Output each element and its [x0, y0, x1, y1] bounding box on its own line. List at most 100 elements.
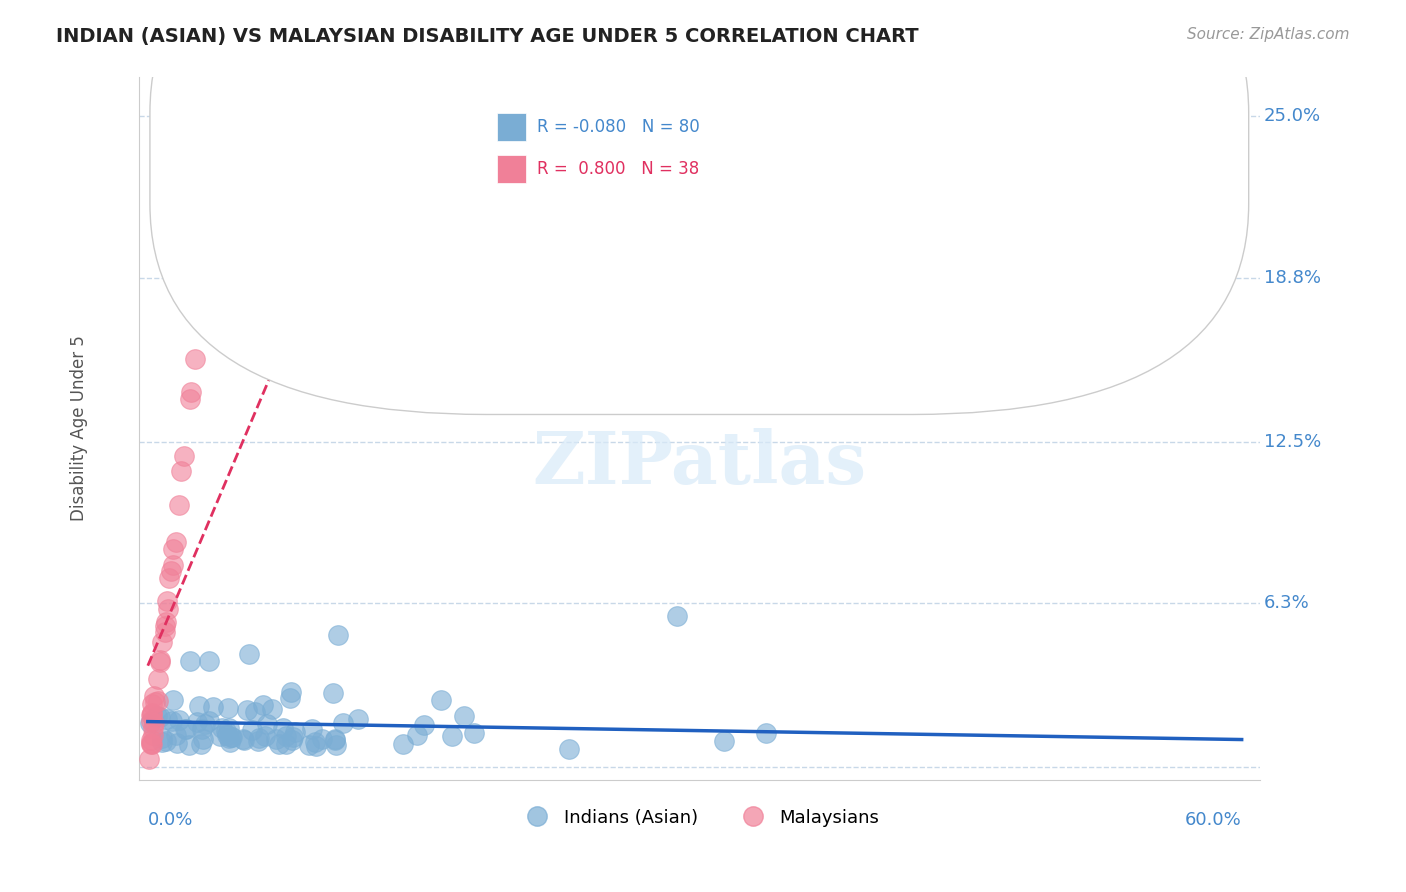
Point	[141, 697, 163, 711]
Point	[146, 694, 169, 708]
Point	[139, 716, 162, 731]
Point	[155, 594, 177, 608]
Point	[305, 739, 328, 753]
Text: R = -0.080   N = 80: R = -0.080 N = 80	[537, 118, 699, 136]
Point	[141, 736, 163, 750]
Point	[149, 710, 172, 724]
Point	[150, 635, 173, 649]
Point	[247, 731, 270, 745]
Point	[218, 731, 240, 745]
Point	[211, 721, 233, 735]
Point	[155, 615, 177, 629]
Point	[322, 686, 344, 700]
Point	[269, 737, 291, 751]
Point	[281, 732, 304, 747]
Point	[406, 728, 429, 742]
Point	[247, 734, 270, 748]
Text: Disability Age Under 5: Disability Age Under 5	[69, 335, 87, 522]
Point	[190, 738, 212, 752]
Point	[157, 571, 180, 585]
Point	[139, 733, 162, 747]
Point	[215, 724, 238, 739]
Bar	[498, 112, 526, 141]
Point	[142, 728, 165, 742]
Point	[141, 706, 163, 721]
Point	[148, 673, 170, 687]
Point	[157, 602, 180, 616]
Point	[392, 737, 415, 751]
Text: 60.0%: 60.0%	[1185, 811, 1241, 829]
Text: 6.3%: 6.3%	[1264, 594, 1309, 612]
Point	[202, 700, 225, 714]
Point	[139, 737, 162, 751]
Point	[413, 718, 436, 732]
Point	[153, 619, 176, 633]
Text: 25.0%: 25.0%	[1264, 107, 1320, 126]
Point	[332, 715, 354, 730]
Text: ZIPatlas: ZIPatlas	[533, 428, 866, 500]
Point	[240, 723, 263, 737]
Point	[217, 701, 239, 715]
Point	[260, 701, 283, 715]
Text: 12.5%: 12.5%	[1264, 433, 1320, 450]
Point	[141, 706, 163, 720]
Point	[167, 498, 190, 512]
Text: INDIAN (ASIAN) VS MALAYSIAN DISABILITY AGE UNDER 5 CORRELATION CHART: INDIAN (ASIAN) VS MALAYSIAN DISABILITY A…	[56, 27, 920, 45]
Point	[162, 693, 184, 707]
Point	[280, 690, 302, 705]
Point	[143, 689, 166, 703]
Text: 18.8%: 18.8%	[1264, 268, 1320, 286]
Point	[557, 741, 579, 756]
Point	[236, 703, 259, 717]
Point	[138, 751, 160, 765]
Point	[177, 738, 200, 752]
Point	[141, 714, 163, 729]
Point	[325, 738, 347, 752]
Point	[143, 695, 166, 709]
Point	[252, 698, 274, 712]
Point	[174, 723, 197, 737]
Point	[276, 730, 298, 744]
Point	[159, 565, 181, 579]
Point	[215, 728, 238, 742]
Point	[283, 730, 305, 744]
Point	[152, 735, 174, 749]
Point	[347, 712, 370, 726]
Point	[323, 732, 346, 747]
Point	[162, 558, 184, 572]
Point	[180, 384, 202, 399]
Point	[253, 730, 276, 744]
Point	[174, 723, 197, 737]
Point	[323, 732, 346, 747]
Point	[186, 714, 208, 729]
Legend: Indians (Asian), Malaysians: Indians (Asian), Malaysians	[512, 801, 887, 834]
Point	[162, 542, 184, 557]
Point	[221, 731, 243, 745]
Point	[456, 167, 478, 181]
Point	[209, 729, 232, 743]
Point	[149, 655, 172, 669]
Point	[243, 706, 266, 720]
Point	[198, 654, 221, 668]
Point	[184, 351, 207, 366]
Point	[219, 735, 242, 749]
Point	[173, 449, 195, 463]
Point	[274, 737, 297, 751]
Point	[665, 608, 688, 623]
Text: R =  0.800   N = 38: R = 0.800 N = 38	[537, 160, 699, 178]
Point	[453, 709, 475, 723]
FancyBboxPatch shape	[150, 0, 1249, 415]
Point	[141, 737, 163, 751]
Point	[238, 647, 260, 661]
Point	[232, 731, 254, 746]
Point	[194, 716, 217, 731]
Bar	[498, 154, 526, 183]
Point	[165, 534, 187, 549]
Point	[198, 714, 221, 728]
Point	[713, 733, 735, 747]
Point	[219, 731, 242, 745]
Text: Source: ZipAtlas.com: Source: ZipAtlas.com	[1187, 27, 1350, 42]
Point	[187, 699, 209, 714]
Point	[142, 721, 165, 735]
Point	[150, 731, 173, 745]
